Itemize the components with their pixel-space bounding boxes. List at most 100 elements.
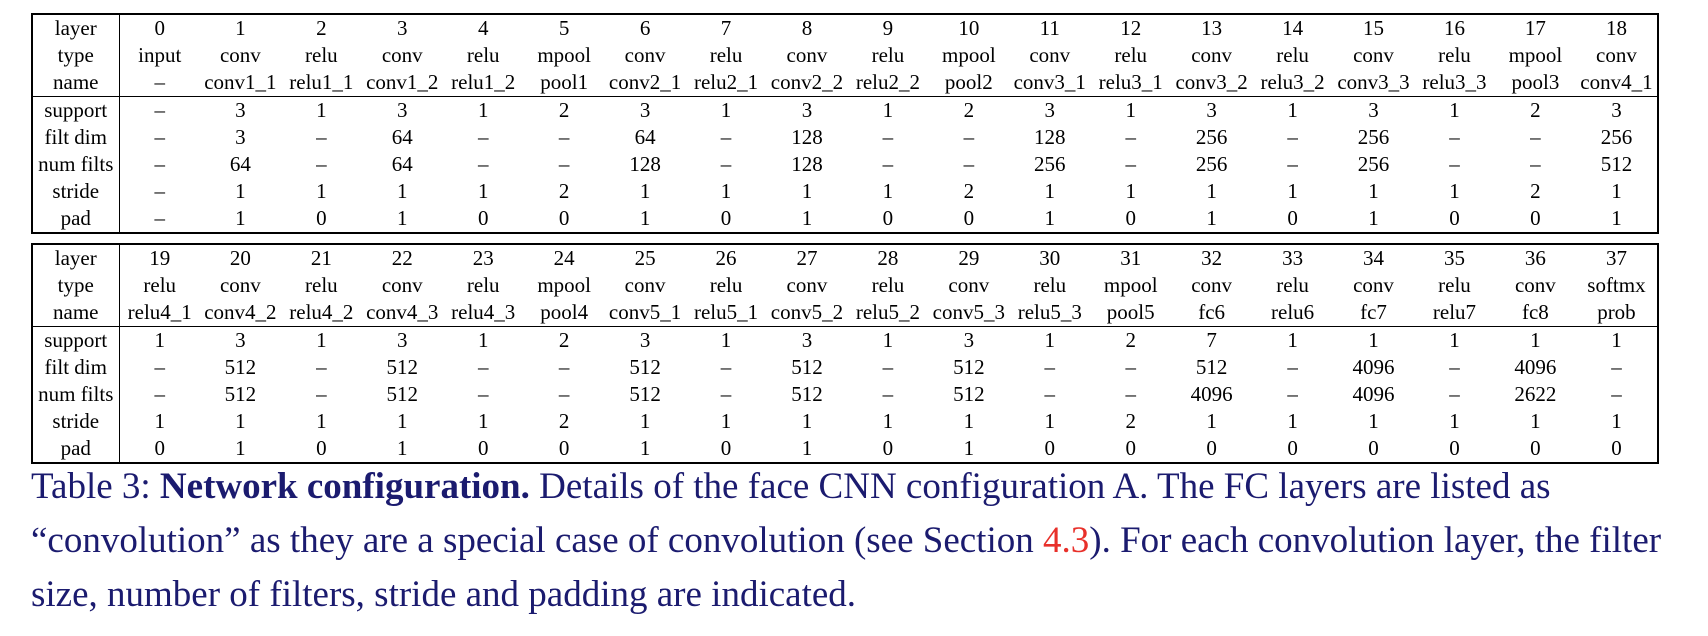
table-row: layer 19 20 21 22 23 24 25 26 27 28 29 30 31 32 33 34 35 3… xyxy=(33,245,1657,272)
table-cell: 19 xyxy=(149,246,171,270)
table-cell: 512 xyxy=(629,382,661,406)
table-cell: 0 xyxy=(1287,206,1298,230)
table-cell: 6 xyxy=(639,16,651,40)
table-cell: pool4 xyxy=(540,300,589,324)
table-cell: 26 xyxy=(715,246,737,270)
table-cell: 24 xyxy=(553,246,575,270)
table-cell: 2 xyxy=(523,326,605,354)
table-cell: 1 xyxy=(280,96,362,124)
table-cell: 0 xyxy=(1449,206,1460,230)
table-cell: – xyxy=(1530,152,1541,176)
row-label: num filts xyxy=(33,381,120,408)
table-cell: relu4_2 xyxy=(289,300,354,324)
table-cell: – xyxy=(882,125,894,149)
table-cell: relu xyxy=(1276,43,1309,67)
table-cell: 1 xyxy=(1252,96,1334,124)
row-label: num filts xyxy=(33,151,120,178)
table-cell: conv2_1 xyxy=(608,70,682,94)
table-cell: 1 xyxy=(1611,409,1622,433)
table-cell: relu1_1 xyxy=(289,70,354,94)
table-cell: 0 xyxy=(1530,436,1541,460)
table-cell: 128 xyxy=(791,152,823,176)
row-label: name xyxy=(33,299,120,327)
table-cell: 3 xyxy=(361,326,443,354)
table-cell: 512 xyxy=(629,355,661,379)
table-cell: – xyxy=(1125,125,1136,149)
row-label: filt dim xyxy=(33,124,120,151)
table-cell: input xyxy=(138,43,182,67)
table-cell: – xyxy=(1449,125,1460,149)
table-cell: – xyxy=(154,70,165,94)
table-cell: conv xyxy=(1191,43,1233,67)
table-cell: 36 xyxy=(1524,246,1546,270)
table-cell: 1 xyxy=(1287,179,1298,203)
table-cell: – xyxy=(477,152,489,176)
table-cell: 0 xyxy=(477,436,489,460)
table-row: name relu4_1 conv4_2 relu4_2 conv4_3 relu4_3 p… xyxy=(33,299,1657,327)
table-cell: 1 xyxy=(477,409,489,433)
table-cell: relu1_2 xyxy=(451,70,516,94)
table-cell: 1 xyxy=(1611,179,1622,203)
table-cell: 0 xyxy=(882,206,894,230)
table-cell: – xyxy=(558,125,570,149)
table-cell: 1 xyxy=(235,206,246,230)
table-cell: 512 xyxy=(224,382,257,406)
table-cell: relu xyxy=(466,273,500,297)
caption-prefix: Table 3: xyxy=(31,466,160,507)
table-cell: relu4_3 xyxy=(451,300,516,324)
table-cell: – xyxy=(720,382,732,406)
row-label: pad xyxy=(33,205,120,232)
table-cell: 3 xyxy=(235,125,246,149)
table-cell: – xyxy=(119,96,200,124)
table-cell: conv xyxy=(786,273,828,297)
table-cell: 64 xyxy=(391,152,413,176)
table-cell: mpool xyxy=(537,43,591,67)
table-cell: 1 xyxy=(1287,409,1298,433)
table-cell: 0 xyxy=(1530,206,1541,230)
table-cell: 2 xyxy=(523,96,605,124)
table-cell: 1 xyxy=(801,179,813,203)
table-cell: 3 xyxy=(397,16,408,40)
table-cell: – xyxy=(963,152,975,176)
table-cell: relu xyxy=(871,43,905,67)
table-cell: pool3 xyxy=(1511,70,1560,94)
table-cell: 1 xyxy=(882,179,894,203)
table-cell: conv3_3 xyxy=(1337,70,1410,94)
table-cell: 3 xyxy=(199,96,281,124)
table-row: support –3 1 3 1 2 3 1 3 1 2 3 1 3 1 3 1 2 3 xyxy=(33,96,1657,124)
row-label: pad xyxy=(33,435,120,462)
table-cell: – xyxy=(477,382,489,406)
table-cell: – xyxy=(1449,152,1460,176)
table-cell: conv xyxy=(624,43,666,67)
section-link[interactable]: 4.3 xyxy=(1043,520,1090,561)
table-cell: 64 xyxy=(634,125,656,149)
table-cell: relu3_1 xyxy=(1098,70,1163,94)
table-cell: 512 xyxy=(1600,152,1633,176)
table-cell: 1 xyxy=(1449,409,1460,433)
table-cell: relu5_2 xyxy=(855,300,920,324)
table-cell: mpool xyxy=(1508,43,1563,67)
table-cell: 0 xyxy=(477,206,489,230)
table-cell: 3 xyxy=(928,326,1010,354)
table-cell: – xyxy=(477,125,489,149)
table-cell: 1 xyxy=(963,436,975,460)
table-cell: mpool xyxy=(1103,273,1158,297)
table-cell: – xyxy=(720,355,732,379)
table-row: num filts – 512 – 512 – – 512 – 512 – 512 – – 4096 – 409… xyxy=(33,381,1657,408)
table-cell: conv xyxy=(1353,273,1394,297)
table-cell: 0 xyxy=(558,206,570,230)
row-label: type xyxy=(33,42,120,69)
table-cell: 3 xyxy=(199,326,281,354)
table-row: stride – 1 1 1 1 2 1 1 1 1 2 1 1 1 1 1 1 2 1 xyxy=(33,178,1657,205)
table-cell: 1 xyxy=(1125,179,1136,203)
table-cell: 4 xyxy=(477,16,489,40)
table-cell: 3 xyxy=(361,96,443,124)
table-cell: conv xyxy=(624,273,666,297)
table-cell: 512 xyxy=(791,382,823,406)
table-cell: conv2_2 xyxy=(770,70,844,94)
table-row: stride 1 1 1 1 1 2 1 1 1 1 1 1 2 1 1 1 1 1 1 xyxy=(33,408,1657,435)
table-caption: Table 3: Network configuration. Details … xyxy=(31,460,1691,622)
table-cell: 33 xyxy=(1282,246,1304,270)
table-cell: 1 xyxy=(316,179,327,203)
table-cell: 1 xyxy=(1044,179,1056,203)
